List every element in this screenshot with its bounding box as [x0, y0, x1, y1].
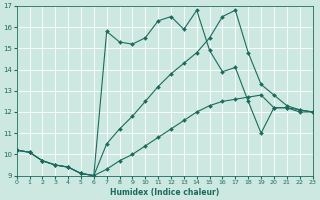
X-axis label: Humidex (Indice chaleur): Humidex (Indice chaleur) — [110, 188, 219, 197]
